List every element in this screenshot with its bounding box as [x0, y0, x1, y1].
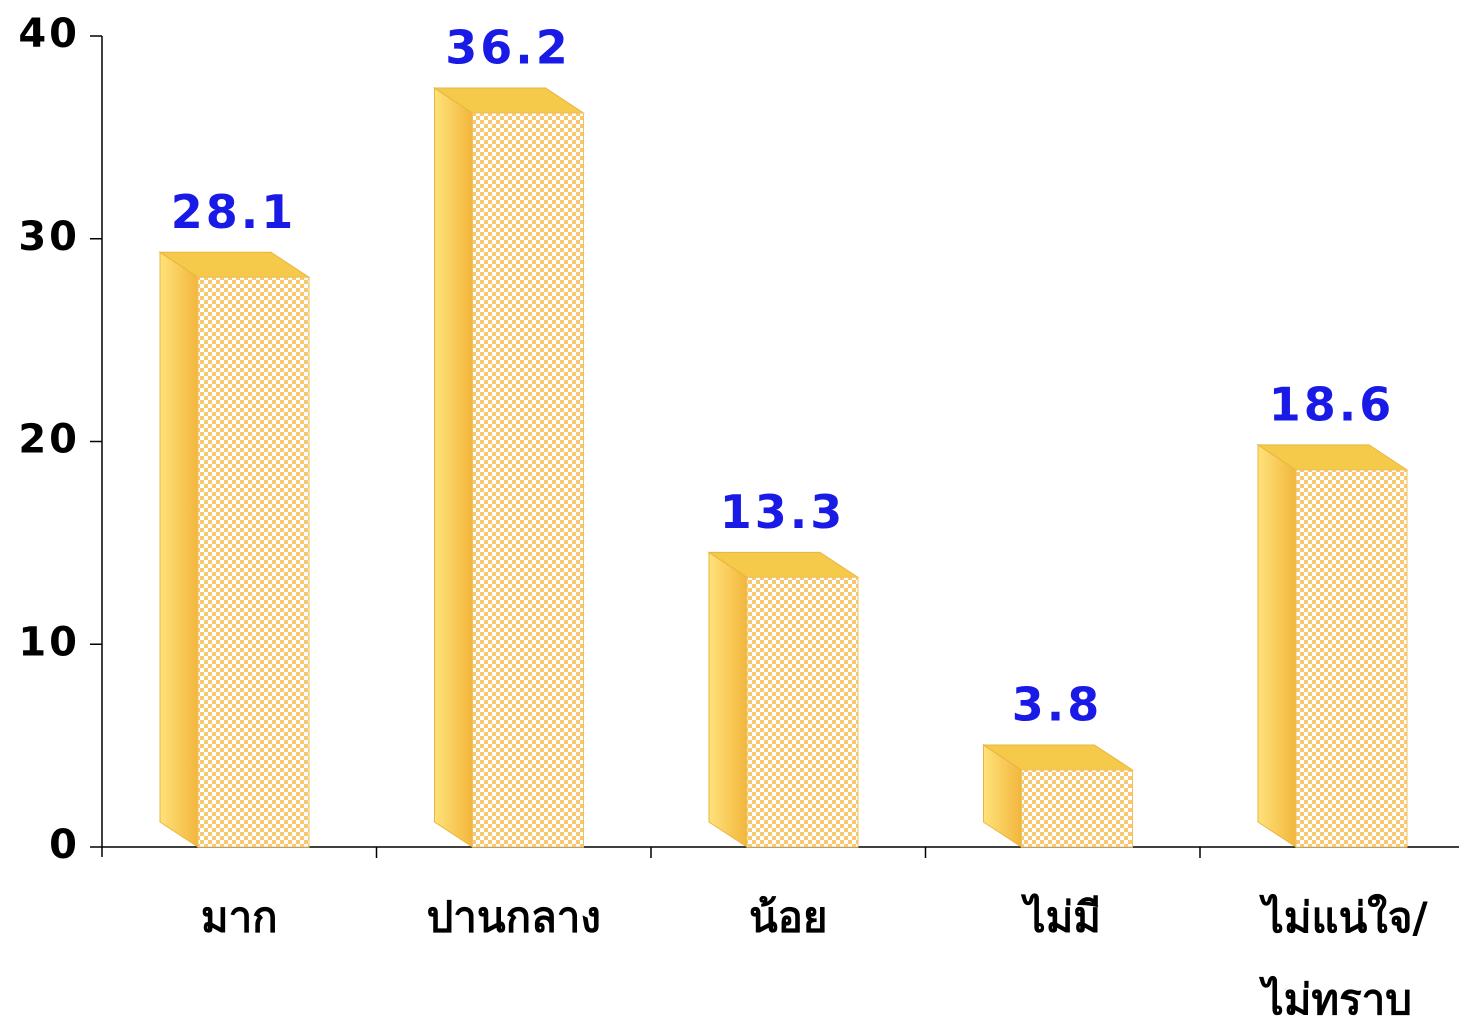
value-label: 18.6 — [1269, 377, 1395, 431]
value-label: 36.2 — [445, 21, 571, 75]
bar — [158, 251, 311, 848]
y-tick-label: 30 — [18, 214, 80, 260]
x-tick-label: ไม่แน่ใจ/ไม่ทราบ — [1259, 893, 1429, 1023]
bar — [432, 87, 586, 848]
value-label: 13.3 — [720, 485, 846, 539]
x-tick-label: มาก — [201, 893, 278, 942]
bar — [1256, 443, 1409, 848]
bar — [981, 744, 1135, 848]
bar — [707, 551, 860, 848]
x-tick-label: น้อย — [749, 893, 828, 942]
y-tick-label: 0 — [49, 822, 80, 868]
value-label: 3.8 — [1012, 677, 1103, 731]
x-tick-label: ปานกลาง — [427, 893, 601, 942]
x-tick-label: ไม่มี — [1021, 893, 1102, 942]
y-tick-label: 40 — [18, 11, 80, 57]
y-tick-label: 20 — [18, 417, 80, 463]
y-tick-label: 10 — [18, 619, 80, 665]
value-label: 28.1 — [171, 185, 297, 239]
